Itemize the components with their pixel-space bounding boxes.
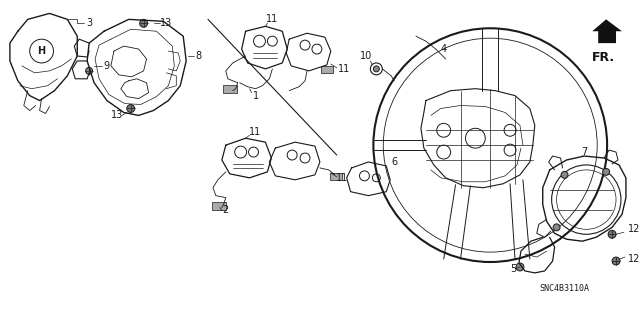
Text: 12: 12 — [628, 254, 640, 264]
Text: 3: 3 — [86, 18, 92, 28]
Circle shape — [561, 171, 568, 178]
Text: FR.: FR. — [592, 51, 616, 64]
Text: 8: 8 — [195, 51, 201, 61]
Text: 7: 7 — [581, 147, 588, 157]
Text: 10: 10 — [360, 51, 372, 61]
Text: 11: 11 — [266, 14, 278, 24]
Circle shape — [140, 19, 148, 27]
Circle shape — [603, 168, 609, 175]
Text: 13: 13 — [111, 110, 123, 121]
Circle shape — [608, 230, 616, 238]
Circle shape — [86, 67, 93, 74]
Text: SNC4B3110A: SNC4B3110A — [540, 284, 589, 293]
Text: 4: 4 — [441, 44, 447, 54]
Text: 11: 11 — [250, 127, 262, 137]
Text: 11: 11 — [335, 173, 348, 183]
Bar — [330, 173, 342, 180]
Polygon shape — [592, 19, 622, 43]
Text: 6: 6 — [391, 157, 397, 167]
Circle shape — [516, 263, 524, 271]
Text: 11: 11 — [337, 64, 350, 74]
Text: 1: 1 — [252, 91, 259, 100]
Circle shape — [612, 257, 620, 265]
Text: 2: 2 — [223, 204, 229, 214]
Circle shape — [553, 224, 560, 231]
Bar — [212, 202, 226, 210]
Text: 5: 5 — [510, 264, 516, 274]
Text: H: H — [38, 46, 45, 56]
Text: 9: 9 — [103, 61, 109, 71]
Text: 12: 12 — [628, 224, 640, 234]
Bar — [321, 66, 333, 73]
Circle shape — [373, 66, 380, 72]
Text: 13: 13 — [160, 18, 173, 28]
Bar — [223, 85, 237, 93]
Circle shape — [127, 105, 134, 113]
